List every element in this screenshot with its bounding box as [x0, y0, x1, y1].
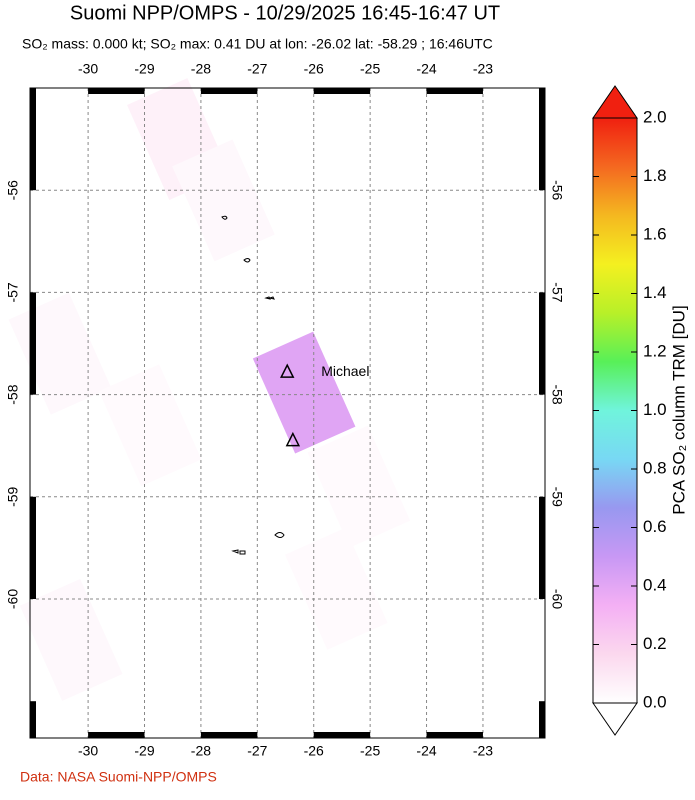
x-tick-label: -23	[473, 743, 493, 759]
x-tick-label: -30	[78, 61, 98, 77]
y-tick-label: -59	[5, 486, 21, 506]
frame-segment	[539, 496, 545, 600]
x-tick-label: -27	[247, 743, 267, 759]
x-tick-label: -24	[416, 743, 436, 759]
frame-segment	[88, 732, 145, 738]
so2-pixel	[98, 364, 202, 487]
y-tick-label: -60	[549, 589, 565, 609]
chart-title: Suomi NPP/OMPS - 10/29/2025 16:45-16:47 …	[70, 2, 500, 24]
colorbar-tick-label: 0.0	[643, 692, 667, 711]
frame-segment	[30, 292, 36, 395]
colorbar-tick-label: 1.8	[643, 166, 667, 185]
x-tick-label: -25	[360, 743, 380, 759]
frame-segment	[539, 701, 545, 738]
x-tick-label: -29	[134, 743, 154, 759]
y-tick-label: -56	[5, 180, 21, 200]
x-tick-label: -28	[191, 743, 211, 759]
colorbar-tick-label: 0.6	[643, 517, 667, 536]
frame-segment	[200, 732, 258, 738]
volcano-label: Michael	[321, 363, 369, 379]
frame-segment	[313, 732, 371, 738]
so2-pixel	[252, 331, 356, 454]
colorbar-extend	[592, 702, 638, 736]
x-tick-label: -23	[473, 61, 493, 77]
x-tick-label: -25	[360, 61, 380, 77]
y-tick-label: -57	[549, 282, 565, 302]
so2-pixel	[284, 527, 388, 650]
so2-pixel	[172, 139, 275, 262]
frame-segment	[313, 88, 371, 94]
y-tick-label: -60	[5, 589, 21, 609]
chart-subtitle: SO₂ mass: 0.000 kt; SO₂ max: 0.41 DU at …	[22, 36, 493, 52]
colorbar-tick-label: 1.6	[643, 224, 667, 243]
y-tick-label: -59	[549, 487, 565, 507]
volcano	[280, 363, 295, 378]
frame-segment	[426, 732, 483, 738]
y-tick-label: -57	[5, 282, 21, 302]
colorbar-tick-label: 2.0	[643, 107, 667, 126]
frame-segment	[30, 88, 36, 191]
x-tick-label: -24	[416, 61, 436, 77]
colorbar-tick-label: 1.0	[643, 400, 667, 419]
frame-segment	[30, 701, 36, 738]
frame-segment	[88, 88, 145, 94]
colorbar-tick-label: 0.4	[643, 575, 667, 594]
map	[8, 78, 545, 738]
x-tick-label: -29	[134, 61, 154, 77]
volcano	[285, 431, 301, 447]
frame-segment	[200, 88, 258, 94]
x-tick-label: -30	[78, 743, 98, 759]
coastlines	[221, 215, 285, 555]
colorbar-tick-label: 1.4	[643, 283, 667, 302]
so2-pixel	[19, 578, 123, 701]
so2-pixel	[307, 425, 411, 548]
frame-segment	[539, 88, 545, 191]
colorbar-tick-label: 1.2	[643, 341, 667, 360]
source: Data: NASA Suomi-NPP/OMPS	[20, 769, 217, 785]
colorbar	[592, 117, 638, 704]
map-frame	[29, 87, 546, 739]
x-tick-label: -26	[304, 61, 324, 77]
colorbar-extend	[592, 85, 638, 119]
y-tick-label: -58	[549, 384, 565, 404]
colorbar-tick-label: 0.8	[643, 458, 667, 477]
x-tick-label: -28	[191, 61, 211, 77]
colorbar-tick-label: 0.2	[643, 634, 667, 653]
frame-segment	[30, 496, 36, 600]
y-tick-label: -58	[5, 384, 21, 404]
y-tick-label: -56	[549, 180, 565, 200]
frame-segment	[426, 88, 483, 94]
x-tick-label: -27	[247, 61, 267, 77]
frame-segment	[539, 292, 545, 395]
colorbar-label: PCA SO₂ column TRM [DU]	[669, 305, 688, 514]
x-tick-label: -26	[304, 743, 324, 759]
